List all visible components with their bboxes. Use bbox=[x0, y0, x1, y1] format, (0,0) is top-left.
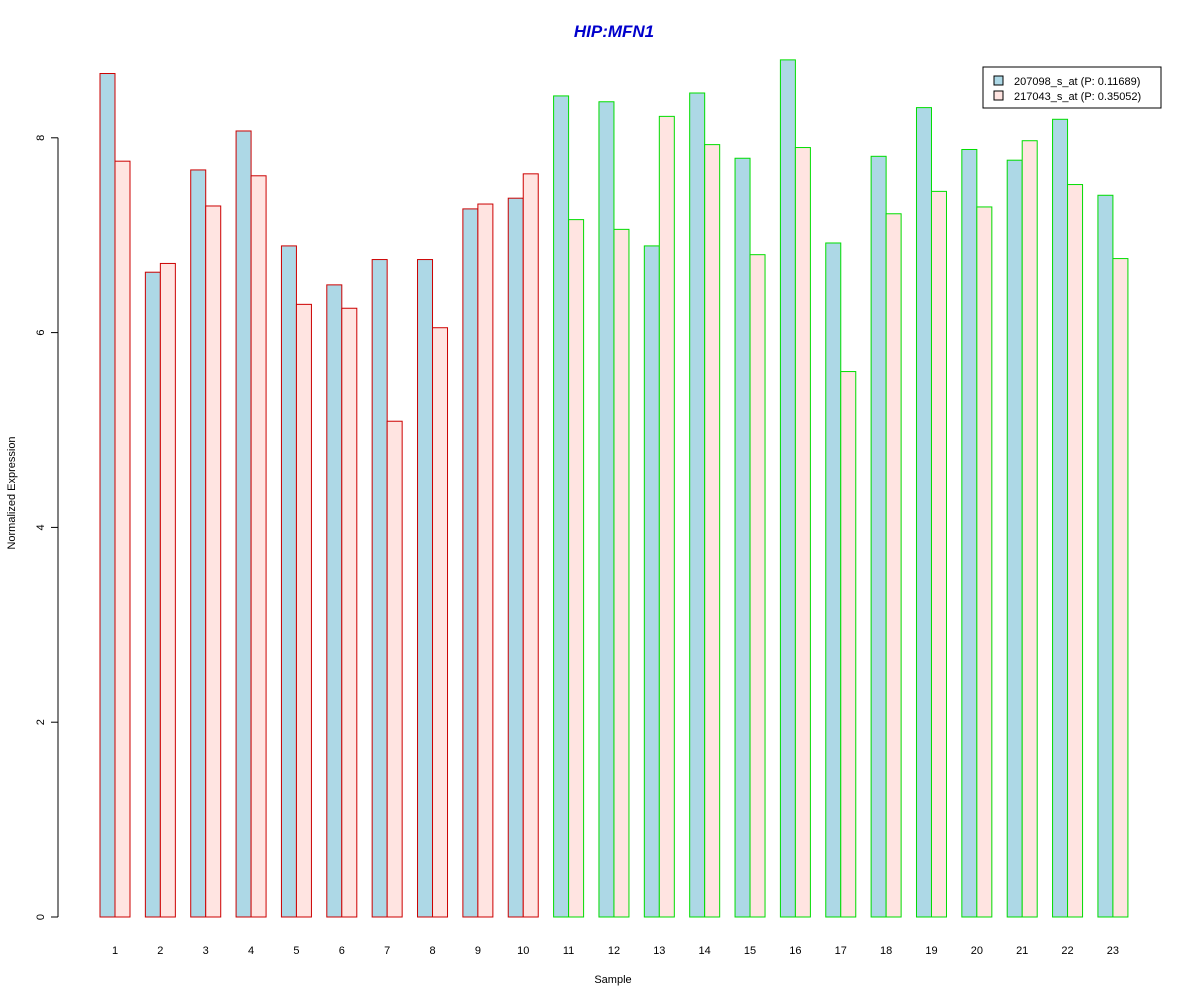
legend-swatch-series-1 bbox=[993, 75, 1004, 86]
bar-series-2-sample-7 bbox=[386, 420, 403, 918]
x-tick-label: 9 bbox=[475, 945, 481, 957]
y-axis: 0 2 4 6 8 bbox=[35, 135, 59, 920]
x-tick-label: 4 bbox=[248, 945, 254, 957]
bars-layer bbox=[99, 59, 1129, 918]
bar-series-1-sample-12 bbox=[598, 101, 615, 918]
x-tick-label: 21 bbox=[1016, 945, 1028, 957]
bar-series-1-sample-7 bbox=[371, 259, 388, 918]
legend-label-series-1: 207098_s_at (P: 0.11689) bbox=[1014, 76, 1140, 88]
x-axis-labels: 1 2 3 4 5 6 7 8 9 10 11 12 13 14 15 16 17 18 19 20 21 22 23 bbox=[112, 945, 1119, 957]
bar-series-2-sample-1 bbox=[114, 160, 131, 918]
bar-series-1-sample-19 bbox=[915, 107, 932, 918]
bar-series-1-sample-5 bbox=[280, 245, 297, 918]
x-axis-title: Sample bbox=[594, 974, 631, 986]
x-tick-label: 14 bbox=[699, 945, 711, 957]
bar-series-1-sample-13 bbox=[643, 245, 660, 918]
bar-series-1-sample-6 bbox=[326, 284, 343, 918]
x-tick-label: 10 bbox=[517, 945, 529, 957]
bar-series-2-sample-10 bbox=[522, 173, 539, 918]
bar-series-2-sample-19 bbox=[930, 190, 947, 918]
bar-series-1-sample-2 bbox=[144, 271, 161, 918]
x-tick-label: 12 bbox=[608, 945, 620, 957]
bar-series-1-sample-11 bbox=[553, 95, 570, 918]
bar-series-1-sample-22 bbox=[1052, 118, 1069, 918]
bar-series-2-sample-16 bbox=[794, 147, 811, 918]
bar-series-2-sample-8 bbox=[432, 327, 449, 918]
legend-swatch-series-2 bbox=[993, 90, 1004, 101]
y-tick-label: 2 bbox=[35, 719, 47, 725]
bar-series-2-sample-12 bbox=[613, 228, 630, 918]
bar-series-2-sample-3 bbox=[205, 205, 222, 918]
bar-series-2-sample-9 bbox=[477, 203, 494, 918]
bar-series-1-sample-4 bbox=[235, 130, 252, 918]
x-tick-label: 22 bbox=[1061, 945, 1073, 957]
legend: 207098_s_at (P: 0.11689) 217043_s_at (P:… bbox=[982, 66, 1162, 109]
bar-series-2-sample-5 bbox=[295, 303, 312, 918]
bar-series-2-sample-4 bbox=[250, 175, 267, 918]
bar-series-2-sample-15 bbox=[749, 254, 766, 918]
bar-series-2-sample-13 bbox=[658, 115, 675, 918]
bar-series-2-sample-23 bbox=[1112, 258, 1129, 918]
x-tick-label: 17 bbox=[835, 945, 847, 957]
legend-box bbox=[982, 66, 1162, 109]
bar-series-1-sample-15 bbox=[734, 157, 751, 918]
bar-series-1-sample-20 bbox=[961, 148, 978, 918]
x-tick-label: 13 bbox=[653, 945, 665, 957]
bar-series-2-sample-22 bbox=[1067, 184, 1084, 918]
bar-series-2-sample-2 bbox=[159, 262, 176, 918]
bar-series-1-sample-18 bbox=[870, 155, 887, 918]
x-tick-label: 11 bbox=[563, 945, 574, 957]
y-tick-label: 4 bbox=[35, 524, 47, 530]
x-tick-label: 7 bbox=[384, 945, 390, 957]
x-tick-label: 23 bbox=[1107, 945, 1119, 957]
bar-series-2-sample-17 bbox=[840, 371, 857, 918]
x-tick-label: 6 bbox=[339, 945, 345, 957]
x-tick-label: 18 bbox=[880, 945, 892, 957]
x-tick-label: 1 bbox=[112, 945, 118, 957]
x-tick-label: 2 bbox=[157, 945, 163, 957]
x-tick-label: 8 bbox=[429, 945, 435, 957]
bar-series-1-sample-21 bbox=[1006, 159, 1023, 918]
x-tick-label: 15 bbox=[744, 945, 756, 957]
bar-series-1-sample-9 bbox=[462, 208, 479, 918]
y-tick-label: 0 bbox=[35, 914, 47, 920]
bar-series-2-sample-21 bbox=[1021, 140, 1038, 918]
bar-series-2-sample-14 bbox=[704, 144, 721, 918]
bar-series-2-sample-6 bbox=[341, 307, 358, 918]
bar-series-1-sample-1 bbox=[99, 73, 116, 918]
y-tick-label: 8 bbox=[35, 135, 47, 141]
legend-label-series-2: 217043_s_at (P: 0.35052) bbox=[1014, 91, 1141, 103]
bar-series-1-sample-23 bbox=[1097, 194, 1114, 918]
x-tick-label: 19 bbox=[925, 945, 937, 957]
y-tick-label: 6 bbox=[35, 330, 47, 336]
chart-title: HIP:MFN1 bbox=[574, 22, 654, 41]
bar-series-1-sample-16 bbox=[779, 59, 796, 918]
bar-series-2-sample-11 bbox=[568, 219, 585, 918]
x-tick-label: 16 bbox=[789, 945, 801, 957]
x-tick-label: 3 bbox=[203, 945, 209, 957]
bar-series-1-sample-8 bbox=[417, 259, 434, 918]
x-tick-label: 20 bbox=[971, 945, 983, 957]
x-tick-label: 5 bbox=[293, 945, 299, 957]
bar-series-1-sample-3 bbox=[190, 169, 207, 918]
bar-series-2-sample-20 bbox=[976, 206, 993, 918]
bar-series-1-sample-14 bbox=[689, 92, 706, 918]
y-axis-title: Normalized Expression bbox=[6, 436, 18, 549]
bar-series-1-sample-10 bbox=[507, 197, 524, 918]
bar-series-2-sample-18 bbox=[885, 213, 902, 918]
bar-series-1-sample-17 bbox=[825, 242, 842, 918]
